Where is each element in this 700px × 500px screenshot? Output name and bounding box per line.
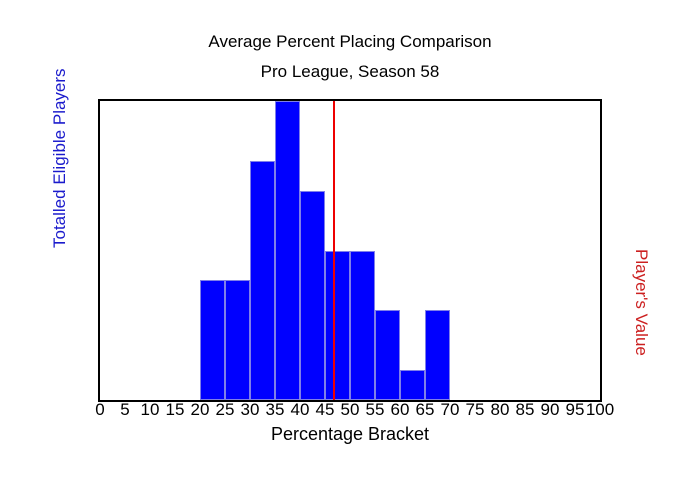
x-tick-label-30: 30 [240, 400, 260, 419]
x-tick-label-35: 35 [265, 400, 285, 419]
x-tick-label-60: 60 [390, 400, 410, 419]
histogram-bar-50-55 [350, 250, 375, 400]
x-tick-label-100: 100 [585, 400, 615, 419]
chart-subtitle: Pro League, Season 58 [260, 62, 440, 81]
x-tick-label-50: 50 [340, 400, 360, 419]
x-tick-label-70: 70 [440, 400, 460, 419]
x-tick-label-45: 45 [315, 400, 335, 419]
histogram-bar-40-45 [300, 190, 325, 400]
histogram-bar-60-65 [400, 370, 425, 400]
histogram-bar-25-30 [225, 280, 250, 400]
x-tick-label-15: 15 [165, 400, 185, 419]
chart-title: Average Percent Placing Comparison [208, 32, 492, 51]
x-tick-label-40: 40 [290, 400, 310, 419]
x-tick-label-0: 0 [95, 400, 105, 419]
x-tick-label-65: 65 [415, 400, 435, 419]
histogram-bar-20-25 [200, 280, 225, 400]
x-tick-label-5: 5 [120, 400, 130, 419]
x-tick-label-25: 25 [215, 400, 235, 419]
histogram-bar-55-60 [375, 310, 400, 400]
x-tick-label-95: 95 [565, 400, 585, 419]
histogram-bar-30-35 [250, 160, 275, 400]
x-axis-title: Percentage Bracket [270, 424, 430, 444]
x-tick-label-75: 75 [465, 400, 485, 419]
histogram-bar-35-40 [275, 101, 300, 400]
x-tick-label-80: 80 [490, 400, 510, 419]
x-tick-label-10: 10 [140, 400, 160, 419]
histogram-bar-65-70 [425, 310, 450, 400]
histogram-bar-45-50 [325, 250, 350, 400]
x-tick-label-90: 90 [540, 400, 560, 419]
x-tick-label-20: 20 [190, 400, 210, 419]
x-tick-label-55: 55 [365, 400, 385, 419]
plot-area [100, 101, 600, 400]
reference-line-players-value [332, 101, 335, 400]
x-tick-label-85: 85 [515, 400, 535, 419]
